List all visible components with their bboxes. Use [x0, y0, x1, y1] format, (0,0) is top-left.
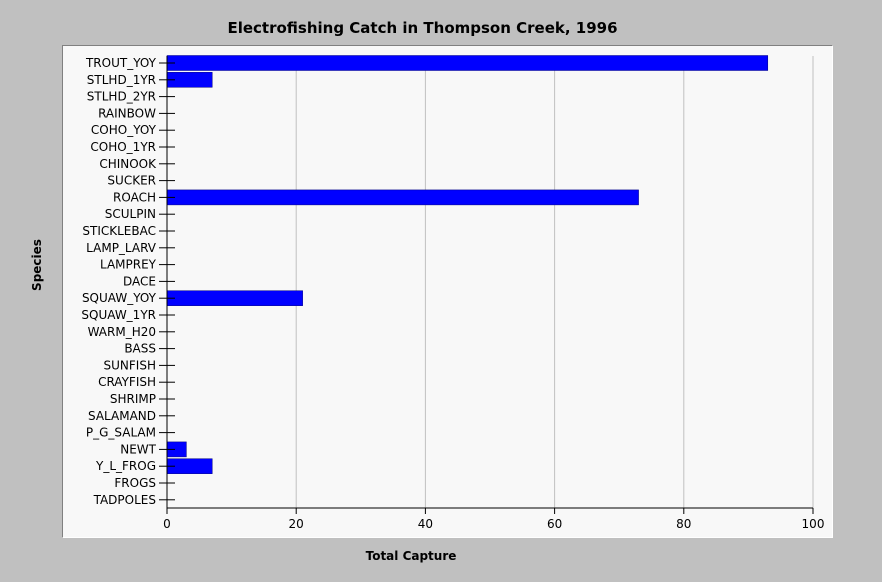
y-tick-label: STLHD_1YR: [87, 73, 156, 87]
y-tick-label: CRAYFISH: [98, 375, 156, 389]
bar: [166, 189, 639, 206]
x-axis-title: Total Capture: [365, 549, 457, 563]
y-tick-label: SQUAW_YOY: [82, 291, 157, 305]
y-tick-label: LAMPREY: [100, 258, 157, 272]
y-tick-label: LAMP_LARV: [86, 241, 157, 255]
y-tick-label: BASS: [124, 342, 156, 356]
y-tick-label: ROACH: [113, 190, 156, 204]
y-tick-label: RAINBOW: [98, 106, 156, 120]
y-tick-label: STLHD_2YR: [87, 90, 156, 104]
chart-title: Electrofishing Catch in Thompson Creek, …: [227, 19, 618, 37]
y-tick-label: COHO_1YR: [90, 140, 156, 154]
y-tick-label: SUNFISH: [104, 358, 156, 372]
axes: [159, 56, 814, 514]
y-tick-label: COHO_YOY: [91, 123, 157, 137]
y-tick-label: SCULPIN: [105, 207, 156, 221]
tick-labels: 0 20 40 60 80 100 TROUT_YOY STLHD_1YR STLHD_2YR R…: [81, 56, 824, 531]
bars: [166, 55, 769, 474]
x-tick-label: 40: [418, 517, 433, 531]
x-tick-label: 80: [676, 517, 691, 531]
y-axis-title: Species: [30, 239, 44, 291]
x-tick-label: 60: [547, 517, 562, 531]
x-tick-label: 0: [163, 517, 171, 531]
y-tick-label: FROGS: [114, 476, 156, 490]
bar-chart: 0 20 40 60 80 100 TROUT_YOY STLHD_1YR STLHD_2YR R…: [81, 55, 824, 531]
y-tick-label: CHINOOK: [99, 157, 157, 171]
y-tick-label: SHRIMP: [110, 392, 156, 406]
plot-panel: 0 20 40 60 80 100 TROUT_YOY STLHD_1YR STLHD_2YR R…: [62, 45, 833, 538]
y-tick-label: P_G_SALAM: [86, 426, 156, 440]
x-tick-label: 20: [289, 517, 304, 531]
y-tick-label: WARM_H20: [88, 325, 156, 339]
y-tick-label: SALAMAND: [88, 409, 156, 423]
bar: [166, 290, 303, 306]
y-tick-label: TADPOLES: [93, 493, 156, 507]
y-tick-label: SQUAW_1YR: [81, 308, 156, 322]
bar: [166, 55, 769, 71]
grid-lines: [295, 56, 814, 508]
y-tick-label: DACE: [123, 274, 156, 288]
y-tick-label: Y_L_FROG: [95, 459, 156, 473]
y-tick-label: STICKLEBAC: [82, 224, 156, 238]
y-tick-label: TROUT_YOY: [85, 56, 157, 70]
x-tick-label: 100: [802, 517, 825, 531]
y-tick-label: NEWT: [120, 442, 156, 456]
y-tick-label: SUCKER: [107, 174, 156, 188]
